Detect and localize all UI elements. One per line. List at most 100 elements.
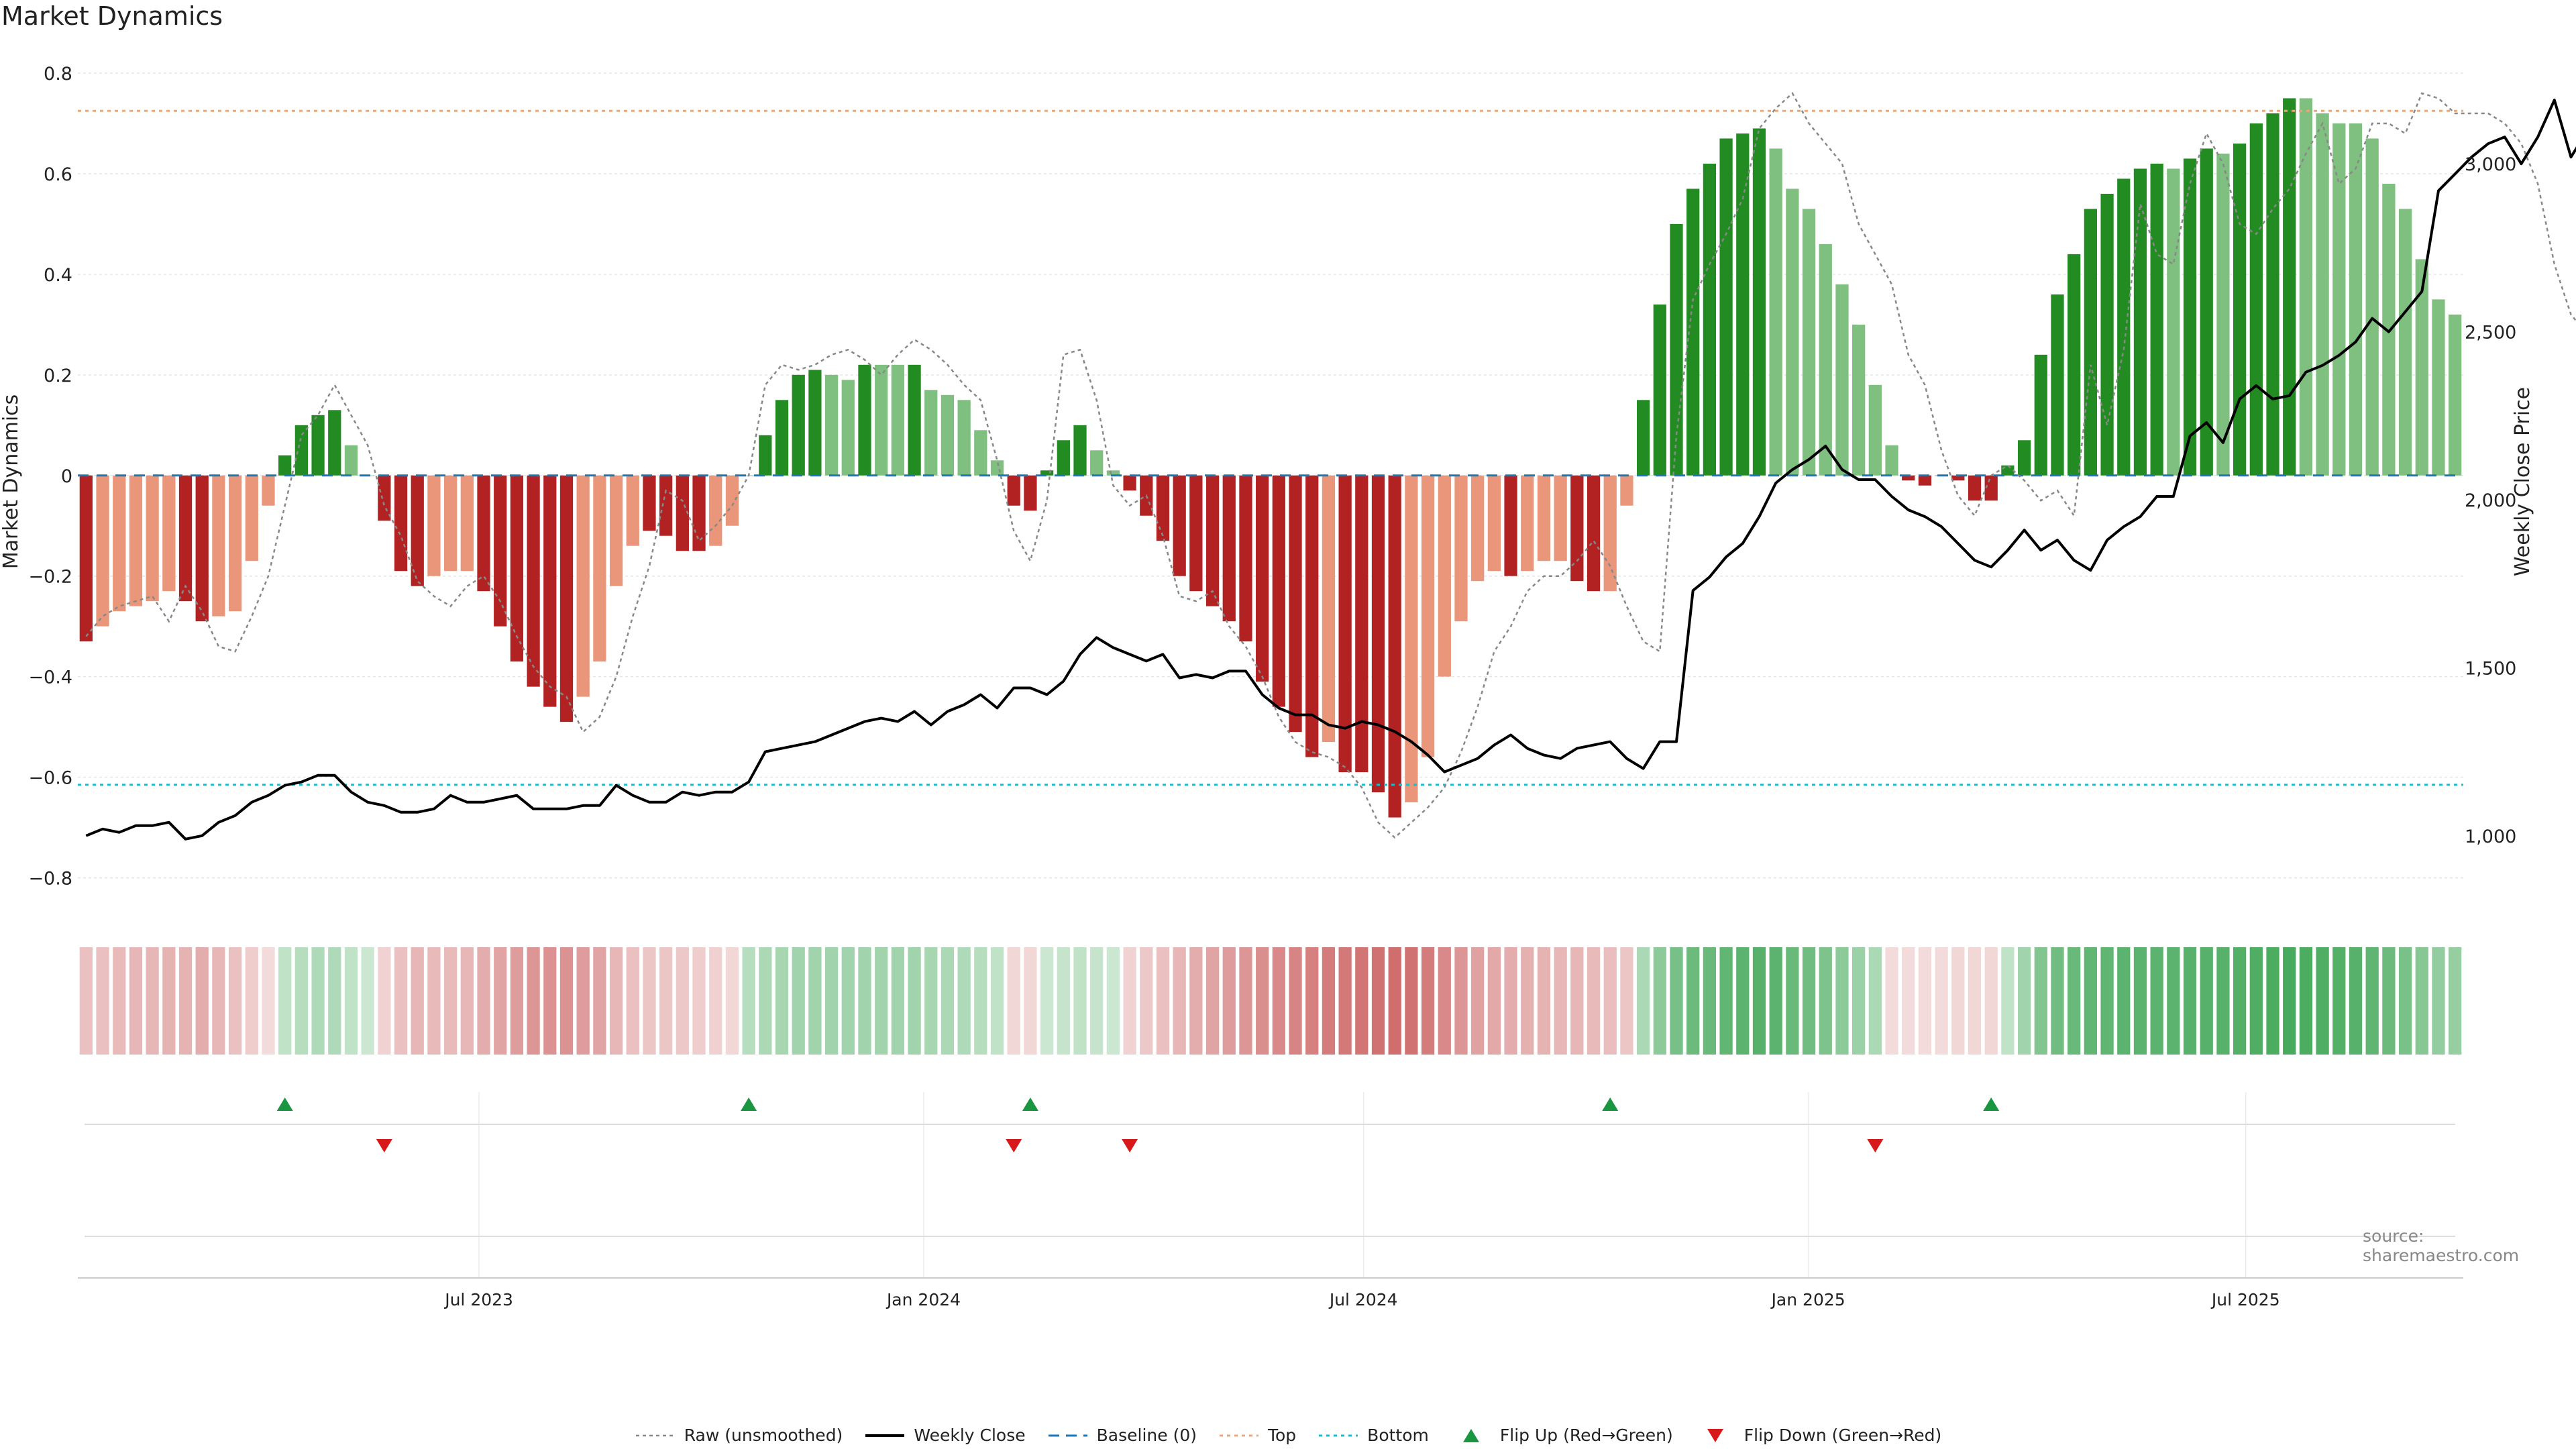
bar: [1487, 475, 1501, 572]
heat-cell: [527, 947, 540, 1055]
heat-cell: [1405, 947, 1418, 1055]
legend-label: Weekly Close: [914, 1426, 1026, 1445]
bar: [1868, 384, 1882, 476]
bar: [941, 394, 955, 476]
bar: [2382, 183, 2396, 476]
flip-down-marker: [1122, 1139, 1138, 1152]
bar: [1686, 189, 1700, 476]
heat-cell: [1902, 947, 1915, 1055]
bar: [2117, 178, 2131, 476]
heat-cell: [974, 947, 987, 1055]
heat-cell: [1388, 947, 1401, 1055]
bar: [1438, 475, 1451, 677]
heat-cell: [576, 947, 590, 1055]
right-tick-label: 1,500: [2465, 658, 2516, 679]
heat-cell: [1786, 947, 1799, 1055]
bar: [1173, 475, 1186, 576]
heat-cell: [2349, 947, 2363, 1055]
bar: [2084, 209, 2098, 476]
heat-cell: [1272, 947, 1285, 1055]
raw-series-line: [85, 92, 2576, 839]
bar: [1156, 475, 1170, 541]
bar: [1752, 128, 1766, 476]
heat-cell: [1173, 947, 1186, 1055]
x-tick-label: Jul 2025: [2210, 1290, 2280, 1309]
heat-cell: [212, 947, 225, 1055]
legend-label: Flip Down (Green→Red): [1743, 1426, 1942, 1445]
heat-cell: [1256, 947, 1269, 1055]
bar: [477, 475, 490, 592]
bar: [460, 475, 474, 572]
bar: [1405, 475, 1418, 803]
heat-cell: [129, 947, 143, 1055]
bar: [1007, 475, 1020, 506]
bar: [576, 475, 590, 697]
chart-title: Market Dynamics: [1, 1, 223, 31]
bar: [1521, 475, 1534, 572]
heat-cell: [2084, 947, 2098, 1055]
heat-cell: [245, 947, 258, 1055]
bar: [1885, 445, 1898, 476]
bar: [875, 364, 888, 476]
bar: [1570, 475, 1584, 582]
heat-cell: [941, 947, 955, 1055]
heat-cell: [2233, 947, 2247, 1055]
heat-cell: [875, 947, 888, 1055]
bar: [1388, 475, 1401, 818]
heat-cell: [1305, 947, 1319, 1055]
legend-label: Bottom: [1367, 1426, 1429, 1445]
right-tick-label: 2,000: [2465, 490, 2516, 511]
heat-cell: [824, 947, 839, 1055]
heat-cell: [775, 947, 789, 1055]
heat-cell: [2332, 947, 2346, 1055]
heat-cell: [1024, 947, 1037, 1055]
heat-cell: [1802, 947, 1816, 1055]
bar: [2398, 209, 2412, 476]
bottom-legend-swatch: [1319, 1434, 1358, 1436]
flip-up-marker: [1983, 1097, 2000, 1111]
flip-markers-panel: [78, 1097, 2463, 1279]
bar: [1968, 475, 1982, 501]
heat-cell: [2283, 947, 2296, 1055]
bar: [1289, 475, 1302, 733]
bar: [178, 475, 193, 602]
bar: [609, 475, 623, 586]
bar: [96, 475, 109, 627]
heat-cell: [1885, 947, 1898, 1055]
heat-cell: [228, 947, 242, 1055]
source-credit: source: sharemaestro.com: [2363, 1226, 2520, 1265]
bar: [792, 374, 805, 476]
bar: [1189, 475, 1203, 592]
bar: [378, 475, 391, 521]
chart-legend: Raw (unsmoothed) Weekly Close Baseline (0)…: [0, 1426, 2576, 1445]
bar: [113, 475, 126, 612]
heat-cell: [1636, 947, 1650, 1055]
heat-cell: [792, 947, 805, 1055]
bar: [2316, 113, 2329, 476]
bar: [2249, 123, 2263, 476]
bar: [1587, 475, 1601, 592]
bar: [775, 400, 789, 476]
bar: [79, 475, 93, 642]
bar: [1653, 304, 1666, 476]
heat-cell: [1670, 947, 1683, 1055]
heat-cell: [2167, 947, 2180, 1055]
heat-cell: [1090, 947, 1104, 1055]
heat-cell: [559, 947, 574, 1055]
bar: [2200, 148, 2213, 476]
bar: [1239, 475, 1252, 642]
left-tick-label: 0: [61, 466, 72, 487]
bar: [245, 475, 258, 561]
bar: [543, 475, 557, 707]
legend-label: Raw (unsmoothed): [684, 1426, 843, 1445]
legend-item-flip_down: Flip Down (Green→Red): [1695, 1426, 1942, 1445]
heat-cell: [328, 947, 341, 1055]
heat-cell: [676, 947, 689, 1055]
bar: [344, 445, 358, 476]
bar: [2051, 294, 2064, 476]
lines-layer: [78, 92, 2576, 841]
heat-cell: [1156, 947, 1170, 1055]
heat-cell: [2316, 947, 2329, 1055]
heat-cell: [1289, 947, 1302, 1055]
heat-cell: [1653, 947, 1666, 1055]
